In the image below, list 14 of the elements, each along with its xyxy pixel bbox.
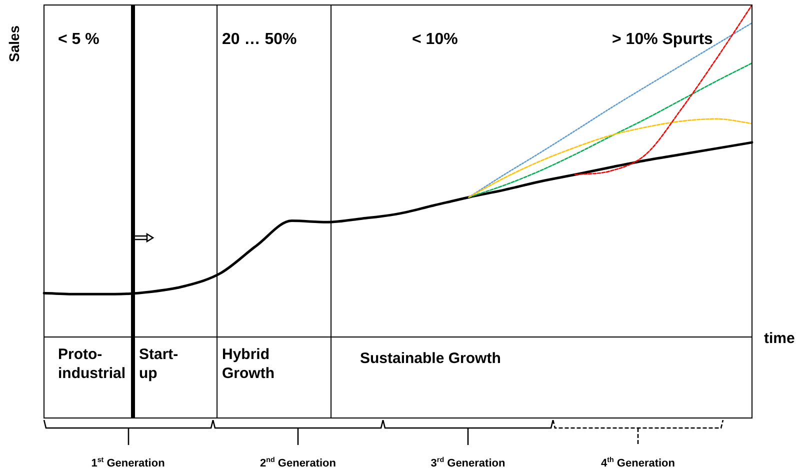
y-axis-title: Sales: [6, 25, 23, 62]
annotation: < 5 %: [58, 30, 100, 50]
text: Proto-industrial: [58, 346, 126, 384]
text: 4$^{th}$ Generation: [601, 456, 675, 472]
text: Hybrid Growth: [222, 346, 276, 384]
text: 3$^{rd}$ Generation: [430, 456, 506, 472]
text: 1$^{st}$ Generation: [91, 456, 165, 472]
annotation: < 10%: [412, 30, 458, 50]
annotation: > 10% Spurts: [612, 30, 713, 50]
text: 2$^{nd}$ Generation: [260, 456, 336, 472]
text: Start-up: [139, 346, 180, 384]
annotation: 20 … 50%: [222, 30, 297, 50]
text: Sustainable Growth: [360, 350, 501, 369]
x-axis-title: time: [764, 330, 795, 349]
